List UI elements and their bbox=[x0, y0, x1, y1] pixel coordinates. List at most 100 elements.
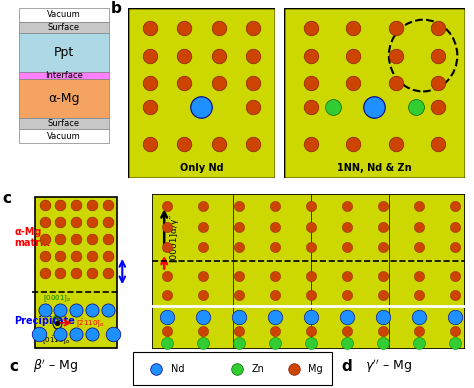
Point bbox=[215, 52, 223, 59]
Point bbox=[88, 202, 95, 208]
Point bbox=[249, 80, 257, 86]
Point bbox=[308, 25, 315, 31]
Point bbox=[415, 203, 423, 210]
Point bbox=[412, 104, 419, 110]
Point bbox=[104, 253, 111, 259]
Text: α-Mg: α-Mg bbox=[48, 92, 80, 105]
Point bbox=[180, 25, 188, 31]
Text: Surface: Surface bbox=[48, 119, 80, 128]
Point bbox=[164, 314, 171, 320]
Point bbox=[329, 104, 337, 110]
Point bbox=[272, 340, 279, 346]
Point bbox=[88, 331, 95, 337]
Point bbox=[379, 273, 387, 279]
Point bbox=[415, 223, 423, 230]
Point bbox=[451, 327, 459, 334]
Point bbox=[104, 219, 111, 225]
Text: $\beta'$ – Mg: $\beta'$ – Mg bbox=[33, 358, 79, 376]
Point bbox=[272, 292, 279, 298]
Text: [$0\bar{1}$10]$_{\alpha}$: [$0\bar{1}$10]$_{\alpha}$ bbox=[42, 334, 71, 346]
Point bbox=[392, 80, 400, 86]
Point bbox=[41, 270, 49, 276]
Point bbox=[236, 327, 243, 334]
Point bbox=[56, 219, 64, 225]
Bar bbox=[35, 197, 117, 348]
Text: 1NN, Nd & Zn: 1NN, Nd & Zn bbox=[337, 163, 412, 173]
Point bbox=[180, 141, 188, 147]
Point bbox=[308, 203, 315, 210]
Text: Ppt: Ppt bbox=[54, 46, 74, 59]
Bar bbox=[19, 33, 109, 72]
Point bbox=[104, 307, 111, 314]
Point bbox=[164, 327, 171, 334]
Point bbox=[236, 273, 243, 279]
Point bbox=[451, 223, 459, 230]
Point bbox=[249, 141, 257, 147]
Point bbox=[72, 331, 80, 337]
Point bbox=[88, 270, 95, 276]
Point bbox=[392, 25, 400, 31]
Point bbox=[272, 273, 279, 279]
Bar bbox=[19, 8, 109, 22]
Point bbox=[41, 307, 49, 314]
Point bbox=[249, 104, 257, 110]
Bar bbox=[19, 72, 109, 79]
Text: [0001]α/γ′′: [0001]α/γ′′ bbox=[169, 213, 178, 262]
Point bbox=[215, 25, 223, 31]
Point bbox=[198, 104, 205, 110]
Text: Interface: Interface bbox=[45, 71, 83, 80]
Text: b: b bbox=[110, 1, 121, 16]
Point bbox=[272, 223, 279, 230]
Point bbox=[236, 314, 243, 320]
Text: Zn: Zn bbox=[251, 364, 264, 374]
Point bbox=[215, 80, 223, 86]
Point bbox=[392, 52, 400, 59]
Point bbox=[415, 340, 423, 346]
Point bbox=[272, 314, 279, 320]
Point bbox=[164, 340, 171, 346]
Point bbox=[41, 219, 49, 225]
Point bbox=[56, 331, 64, 337]
Point bbox=[249, 52, 257, 59]
Point bbox=[41, 236, 49, 242]
Point bbox=[164, 203, 171, 210]
Point bbox=[415, 244, 423, 250]
Text: Nd: Nd bbox=[171, 364, 184, 374]
Point bbox=[164, 244, 171, 250]
Point bbox=[379, 223, 387, 230]
Point bbox=[308, 52, 315, 59]
Point bbox=[415, 292, 423, 298]
Point bbox=[343, 244, 351, 250]
Point bbox=[308, 80, 315, 86]
Point bbox=[233, 365, 241, 372]
Point bbox=[290, 365, 298, 372]
Text: [0001]$_{\alpha}$: [0001]$_{\alpha}$ bbox=[43, 294, 72, 304]
Point bbox=[215, 141, 223, 147]
Text: c: c bbox=[3, 191, 12, 206]
Point bbox=[180, 80, 188, 86]
Text: [$\bar{2}$110]$_{\alpha}$: [$\bar{2}$110]$_{\alpha}$ bbox=[76, 317, 104, 329]
Point bbox=[200, 273, 207, 279]
Point bbox=[88, 236, 95, 242]
Point bbox=[236, 340, 243, 346]
Point bbox=[415, 327, 423, 334]
Point bbox=[88, 307, 95, 314]
Point bbox=[343, 340, 351, 346]
Point bbox=[349, 141, 356, 147]
Point bbox=[72, 236, 80, 242]
Point bbox=[343, 203, 351, 210]
Point bbox=[72, 219, 80, 225]
Point bbox=[379, 292, 387, 298]
Point bbox=[200, 327, 207, 334]
Bar bbox=[19, 79, 109, 118]
Point bbox=[236, 244, 243, 250]
Point bbox=[434, 80, 441, 86]
Point bbox=[72, 270, 80, 276]
Point bbox=[164, 273, 171, 279]
Point bbox=[451, 203, 459, 210]
Point bbox=[343, 314, 351, 320]
Point bbox=[349, 25, 356, 31]
Point bbox=[379, 327, 387, 334]
Point bbox=[349, 52, 356, 59]
Point bbox=[72, 202, 80, 208]
